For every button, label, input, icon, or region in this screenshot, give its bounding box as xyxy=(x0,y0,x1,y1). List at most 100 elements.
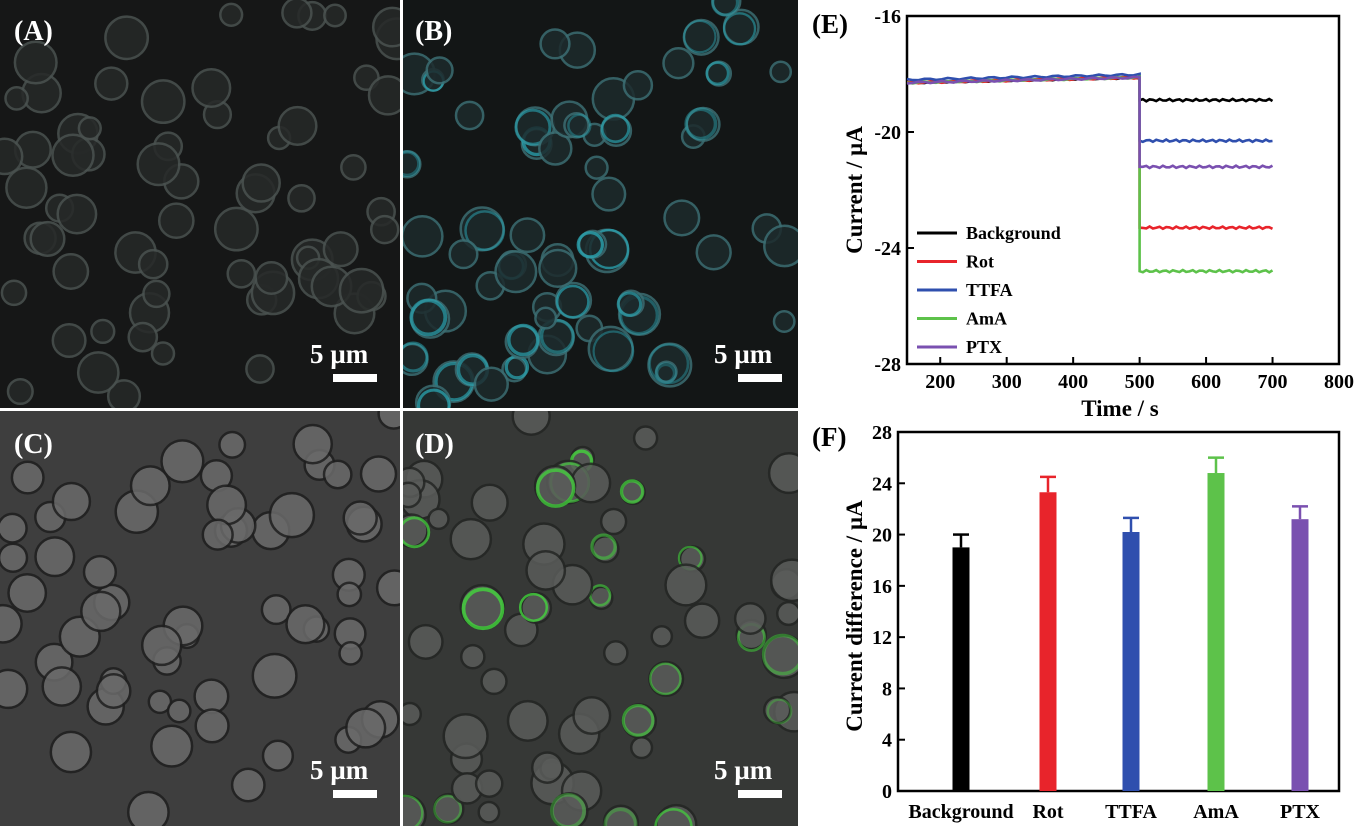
cell xyxy=(509,217,546,254)
fluorescence-spot xyxy=(616,291,643,317)
plot-frame xyxy=(905,14,1341,366)
cell xyxy=(767,452,798,495)
bar-ama xyxy=(1207,473,1225,791)
cell xyxy=(662,47,695,80)
cell xyxy=(34,536,76,578)
cell xyxy=(104,15,150,61)
panel-label: (A) xyxy=(14,16,53,47)
micrograph-panel-a: (A) 5 µm xyxy=(0,0,400,408)
y-tick-label: 16 xyxy=(872,576,892,598)
y-tick-label: 12 xyxy=(872,627,892,649)
cell xyxy=(51,481,92,522)
y-tick-label: 20 xyxy=(872,525,892,547)
x-tick-label: TTFA xyxy=(1105,801,1157,823)
cell xyxy=(10,460,45,495)
fluorescence-spot xyxy=(603,807,638,826)
cell xyxy=(538,248,578,289)
fluorescence-spot xyxy=(766,698,793,725)
series-line-ptx xyxy=(906,75,1274,170)
y-axis-title: Current difference / µA xyxy=(842,500,867,732)
cell xyxy=(52,253,90,290)
x-tick-label: 800 xyxy=(1324,371,1354,393)
cell xyxy=(251,652,298,699)
cell xyxy=(602,804,640,826)
scale-bar-label: 5 µm xyxy=(310,755,369,785)
cell xyxy=(80,590,122,633)
cell xyxy=(525,549,567,591)
cell xyxy=(77,116,102,141)
cell xyxy=(448,239,479,270)
scale-bar xyxy=(333,374,377,382)
cell xyxy=(459,643,486,670)
x-tick-label: 200 xyxy=(925,371,955,393)
fluorescence-spot xyxy=(592,330,635,373)
cell-texture xyxy=(0,411,400,826)
fluorescence-spot xyxy=(507,323,540,357)
cell xyxy=(474,769,504,798)
fluorescence-spot xyxy=(619,479,645,504)
cell xyxy=(0,137,24,176)
fluorescence-spot xyxy=(433,794,463,824)
cell xyxy=(194,708,230,744)
fluorescence-spot xyxy=(654,362,677,385)
bar-background xyxy=(952,547,970,791)
cell xyxy=(711,0,742,17)
cell xyxy=(7,573,48,613)
legend-label: AmA xyxy=(966,309,1007,329)
cell xyxy=(6,377,34,406)
y-tick-label: 0 xyxy=(882,781,892,803)
cell xyxy=(375,569,400,607)
cell xyxy=(51,133,95,178)
cell xyxy=(0,542,29,573)
fluorescence-spot xyxy=(654,808,693,826)
cell xyxy=(127,321,159,353)
cell xyxy=(534,306,558,330)
legend-label: TTFA xyxy=(966,280,1013,300)
cell xyxy=(0,603,23,644)
cell xyxy=(685,106,721,142)
cell xyxy=(664,563,708,607)
cell xyxy=(695,234,732,271)
cell xyxy=(126,790,170,826)
panel-label: (B) xyxy=(415,16,452,47)
cell xyxy=(425,56,454,85)
cell xyxy=(345,707,387,749)
x-tick-label: 500 xyxy=(1125,371,1155,393)
cell xyxy=(241,163,281,203)
cell xyxy=(150,341,176,366)
cell xyxy=(268,491,316,539)
cell xyxy=(41,666,83,707)
cell xyxy=(663,199,701,237)
cell xyxy=(622,70,654,101)
cell xyxy=(218,430,247,459)
cell xyxy=(550,791,589,826)
cell xyxy=(201,518,234,551)
series-line-ttfa xyxy=(906,72,1273,144)
cell xyxy=(82,554,118,590)
cell xyxy=(13,40,58,85)
cell xyxy=(322,459,353,490)
cell xyxy=(494,250,538,294)
plot-frame xyxy=(896,430,1341,793)
fluorescence-spot xyxy=(403,150,421,178)
cell xyxy=(403,701,423,727)
cell xyxy=(602,640,629,666)
y-tick-label: -28 xyxy=(874,354,901,376)
cell xyxy=(477,800,501,824)
cell xyxy=(473,366,509,402)
cell-texture xyxy=(0,0,400,408)
x-tick-label: Background xyxy=(908,801,1013,823)
cell xyxy=(0,512,28,544)
fluorescence-spot xyxy=(464,210,506,252)
cell xyxy=(106,379,142,408)
series-line-ama xyxy=(906,75,1274,274)
fluorescence-spot xyxy=(683,19,717,54)
bar-ptx xyxy=(1291,519,1309,791)
cell xyxy=(682,18,720,56)
cell xyxy=(140,624,183,667)
cell xyxy=(775,600,798,627)
cell xyxy=(29,220,66,257)
cell xyxy=(136,142,181,187)
scale-bar-label: 5 µm xyxy=(310,339,369,369)
fluorescence-spot xyxy=(518,592,549,622)
